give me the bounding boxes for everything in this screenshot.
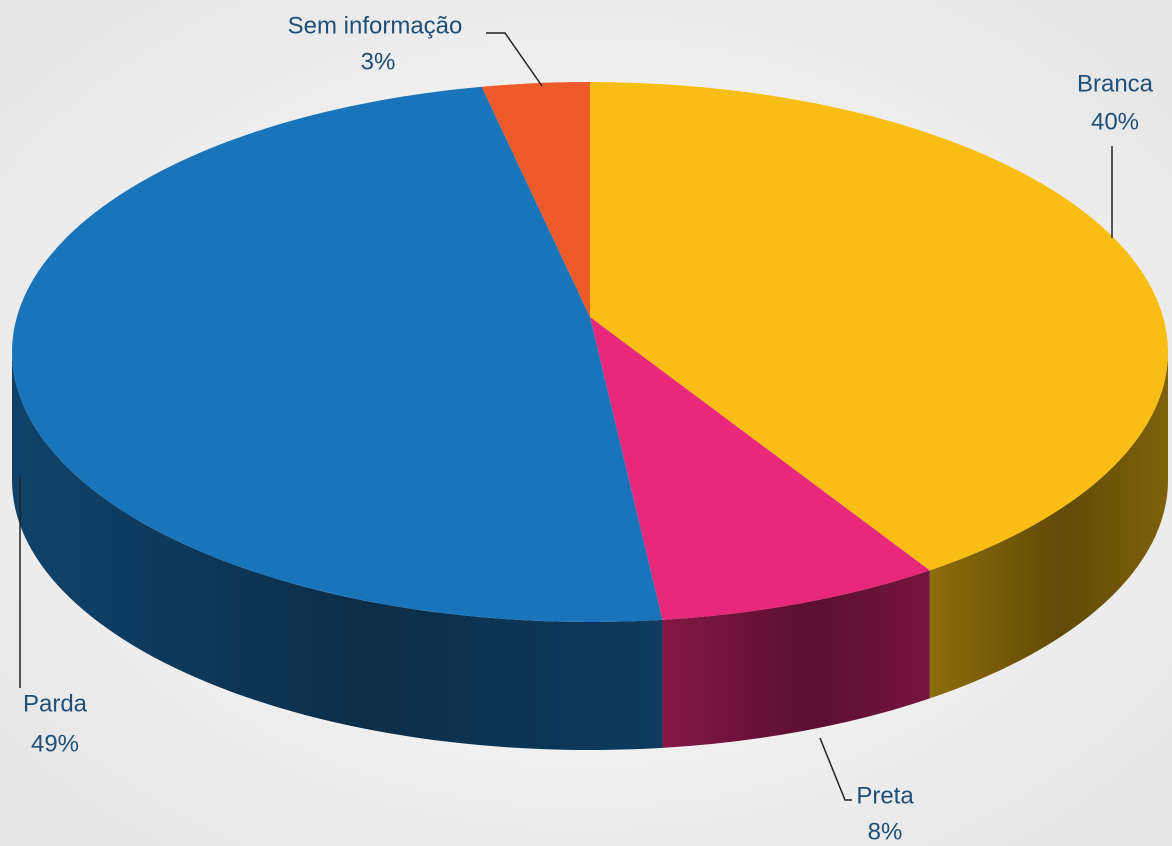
slice-label: Preta [856, 782, 914, 809]
labels: Branca 40% Preta 8% Parda 49% Sem informação 3% [19, 12, 1154, 845]
slice-label: Parda [23, 690, 88, 717]
value-label: 49% [31, 730, 79, 757]
value-label: 3% [361, 48, 396, 75]
slice-side-shade [12, 352, 663, 750]
slice-label: Sem informação [288, 12, 463, 39]
pie-sides [12, 352, 1168, 750]
pie-tops [12, 82, 1168, 622]
leader-line [486, 32, 543, 87]
leader-line [819, 737, 852, 801]
slice [12, 86, 663, 622]
value-label: 40% [1091, 108, 1139, 135]
slice-side-shade [929, 352, 1168, 699]
slice-side-shade [662, 570, 930, 748]
value-label: 8% [868, 818, 903, 845]
slice [590, 82, 1168, 571]
slice [590, 317, 930, 620]
slice [481, 82, 590, 317]
slice-label: Branca [1077, 70, 1154, 97]
